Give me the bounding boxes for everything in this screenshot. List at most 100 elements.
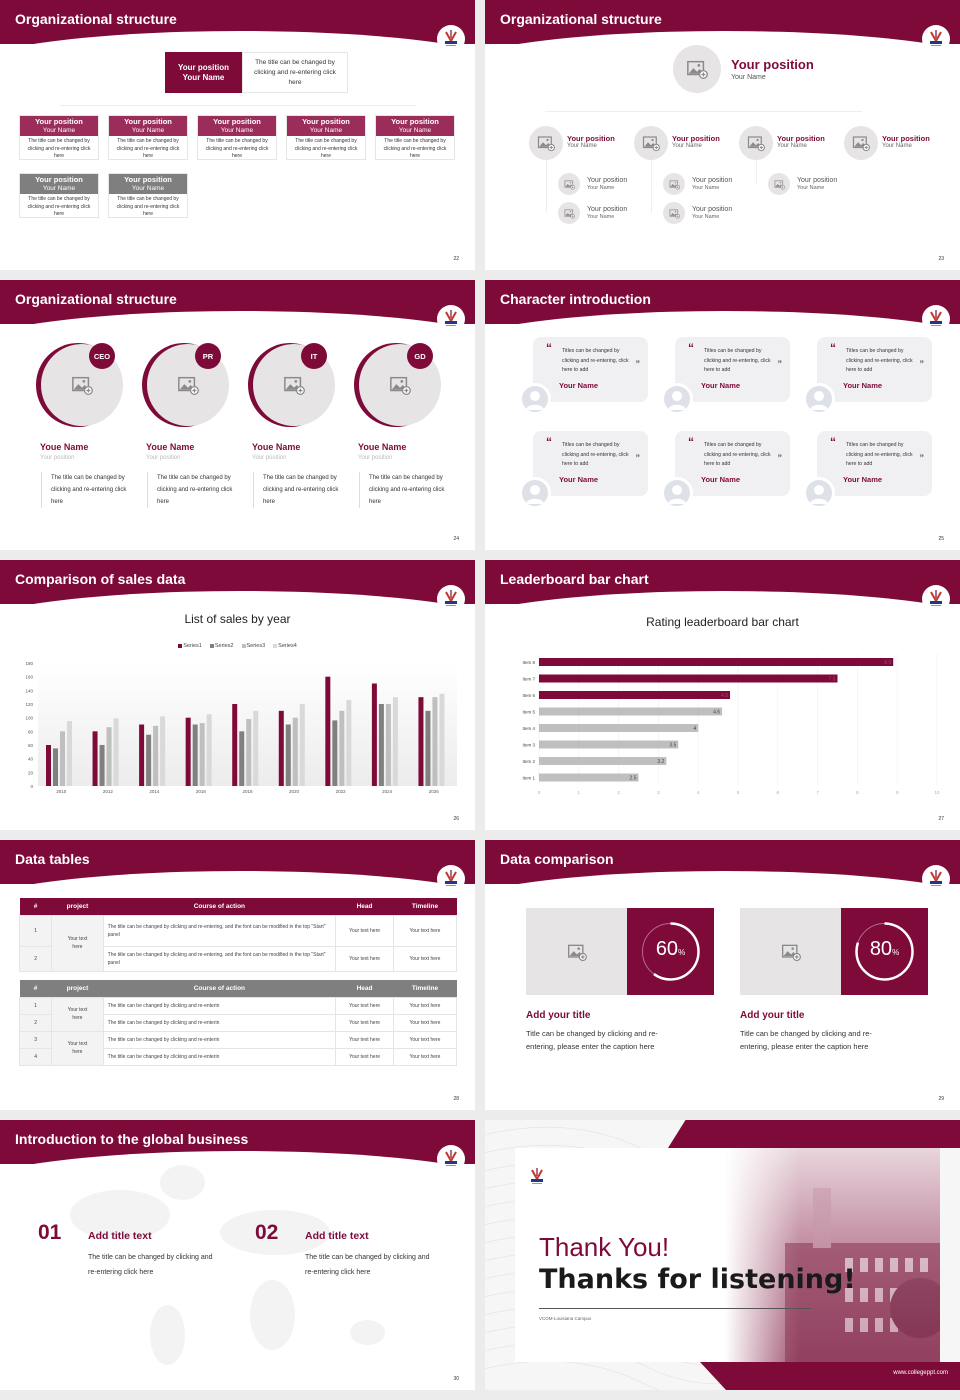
percent-number: 80	[869, 938, 893, 960]
avatar-circle-small	[558, 173, 580, 195]
x-tick-label: 2012	[103, 789, 114, 794]
legend-label: Series3	[246, 643, 266, 649]
header-curve	[0, 31, 475, 44]
website-url[interactable]: www.collegeppt.com	[893, 1370, 948, 1376]
person-name: Your Name	[701, 475, 741, 484]
org-box-header: Your position Your Name	[20, 174, 98, 194]
name-label: Your Name	[42, 185, 76, 192]
x-tick-label: 2014	[149, 789, 160, 794]
bar-series3-2026	[432, 697, 438, 786]
project-cell: Your text here	[51, 1030, 104, 1066]
data-table: # project Course of action Head Timeline 1 You…	[18, 980, 458, 1066]
header-curve	[485, 591, 960, 604]
row-number: 4	[18, 1047, 53, 1066]
table-row: 1 Your text here The title can be changed …	[18, 914, 458, 972]
cupola	[813, 1188, 831, 1248]
name-label: Your Name	[692, 214, 720, 220]
avatar-circle-small	[663, 202, 685, 224]
image-placeholder-icon	[71, 374, 93, 396]
name-label: Your Name	[131, 127, 165, 134]
slide-header: Data tables	[0, 840, 475, 884]
bar-series2-2012	[99, 745, 105, 786]
member-name: Youe Name	[40, 442, 89, 452]
image-placeholder-icon	[852, 134, 870, 152]
slide-7[interactable]: Data tables 28 # project Course of action Hea…	[0, 840, 475, 1110]
slide-9[interactable]: Introduction to the global business 30 01 A…	[0, 1120, 475, 1390]
top-position-box: Your position Your Name	[165, 52, 242, 93]
slide-2[interactable]: Organizational structure 23 Your position Y…	[485, 0, 960, 270]
slide-8[interactable]: Data comparison 29 60% Add your title Title …	[485, 840, 960, 1110]
bar-series4-2022	[346, 699, 352, 786]
open-quote-icon: “	[546, 435, 552, 449]
y-tick-label: 20	[28, 770, 34, 775]
person-name: Your Name	[701, 381, 741, 390]
image-placeholder-icon	[564, 208, 575, 219]
avatar-circle	[529, 126, 563, 160]
org-box-header: Your position Your Name	[109, 116, 187, 136]
y-tick-label: 40	[28, 757, 34, 762]
name-label: Your Name	[42, 127, 76, 134]
bar-series3-2022	[339, 710, 345, 786]
x-tick-label: 10	[934, 790, 940, 795]
slide-6[interactable]: Leaderboard bar chart 27 Rating leaderboar…	[485, 560, 960, 830]
thanks-listening-heading: Thanks for listening!	[539, 1264, 856, 1295]
slide-3[interactable]: Organizational structure 24 CEO Youe Name Yo…	[0, 280, 475, 550]
org-box: Your position Your Name The title can be c…	[375, 115, 455, 160]
x-tick-label: 8	[856, 790, 859, 795]
table-row: 2 The title can be changed by clicking an…	[18, 945, 458, 972]
bar-series4-2018	[253, 710, 259, 786]
x-tick-label: 2024	[382, 789, 393, 794]
connector-line	[545, 111, 862, 112]
continent-shape	[350, 1320, 385, 1345]
page-number: 22	[453, 256, 459, 262]
slide-4[interactable]: Character introduction 25 “ ” Titles can be …	[485, 280, 960, 550]
name-label: Your Name	[131, 185, 165, 192]
page-number: 27	[938, 816, 944, 822]
slide-header: Leaderboard bar chart	[485, 560, 960, 604]
bar-series1-2022	[325, 676, 331, 786]
slide-header: Data comparison	[485, 840, 960, 884]
college-logo	[922, 865, 950, 893]
legend-label: Series1	[183, 643, 202, 649]
page-number: 25	[938, 536, 944, 542]
slide-title: Organizational structure	[500, 11, 662, 27]
org-box-header: Your position Your Name	[287, 116, 365, 136]
close-quote-icon: ”	[919, 359, 925, 369]
percent-value: 80%	[841, 938, 928, 961]
name-label: Your Name	[587, 185, 615, 191]
image-placeholder-icon	[564, 179, 575, 190]
member-desc: The title can be changed by clicking and…	[41, 472, 129, 508]
position-label: Your position	[124, 175, 172, 184]
org-box-desc: The title can be changed by clicking and…	[116, 138, 180, 159]
thank-you-card: Thank You! Thanks for listening! VCOM-Loui…	[515, 1148, 940, 1362]
quote-text: Titles can be changed by clicking and re…	[562, 348, 629, 373]
head-cell: Your text here	[335, 1047, 394, 1066]
bar-series1-2010	[46, 745, 51, 786]
data-label: 3.2	[657, 759, 664, 765]
name-label: Your Name	[672, 143, 702, 149]
window	[890, 1318, 898, 1332]
category-label: Item 4	[522, 726, 535, 731]
row-number: 1	[18, 996, 53, 1015]
member-desc: The title can be changed by clicking and…	[253, 472, 341, 508]
bar-series2-2026	[425, 710, 431, 786]
bar-series1-2026	[418, 697, 424, 786]
bar-series2-2010	[53, 748, 58, 786]
testimonial-card: “ ” Titles can be changed by clicking and …	[533, 431, 648, 496]
slide-1[interactable]: Organizational structure 22 Your position Y…	[0, 0, 475, 270]
percent-number: 60	[655, 938, 679, 960]
avatar-circle	[739, 126, 773, 160]
progress-ring	[855, 922, 914, 981]
legend-swatch	[241, 644, 246, 648]
header-curve	[0, 1151, 475, 1164]
window	[860, 1288, 868, 1302]
name-label: Your Name	[587, 214, 615, 220]
building-illustration	[785, 1188, 940, 1362]
percent-unit: %	[892, 948, 900, 957]
item-number: 01	[38, 1221, 62, 1244]
quote-text: Titles can be changed by clicking and re…	[846, 442, 913, 467]
slide-10[interactable]: Thank You! Thanks for listening! VCOM-Loui…	[485, 1120, 960, 1390]
position-label: Your position	[124, 117, 172, 126]
close-quote-icon: ”	[635, 359, 641, 369]
slide-5[interactable]: Comparison of sales data 26 List of sales …	[0, 560, 475, 830]
